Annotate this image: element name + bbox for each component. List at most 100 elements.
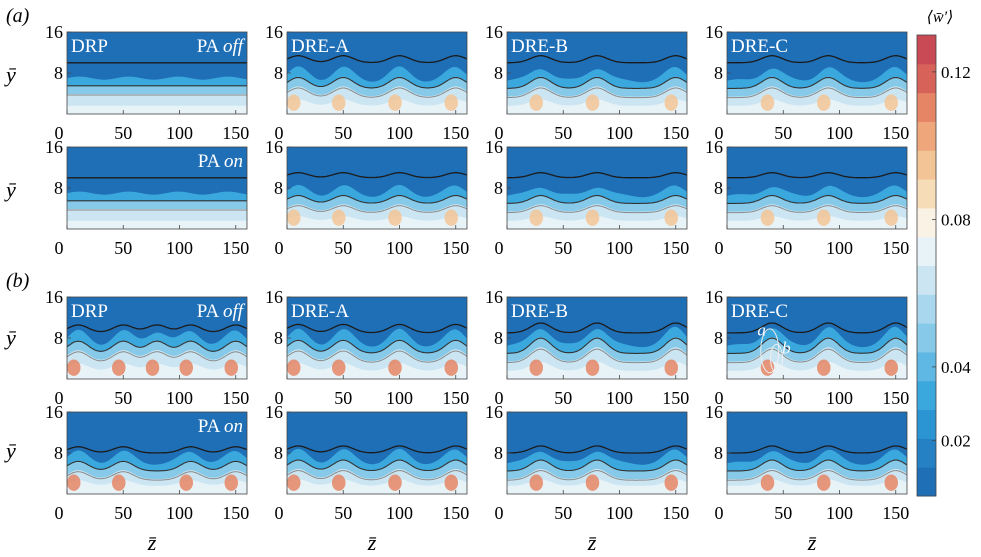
warm-streak	[585, 359, 600, 376]
lower-contour	[727, 194, 907, 204]
panel-field	[727, 297, 907, 379]
colorbar-label: ⟨w̄′⟩	[927, 9, 954, 26]
x-tick-label: 150	[662, 123, 689, 143]
x-tick-label: 0	[55, 503, 64, 523]
band-white	[67, 105, 247, 114]
x-tick-label: 100	[606, 123, 633, 143]
y-tick-label: 8	[54, 328, 63, 348]
upper-contour	[727, 322, 907, 334]
warm-streak	[444, 94, 458, 111]
colorbar-tick-label: 0.02	[941, 432, 971, 451]
x-tick-label: 50	[554, 238, 572, 258]
upper-contour	[67, 446, 247, 454]
panel-a-on-0: 8 16 0 50 100 150 PA on	[45, 137, 249, 258]
inner-contour	[507, 205, 687, 214]
colorbar-swatch	[917, 351, 936, 382]
x-tick-label: 100	[826, 503, 853, 523]
x-tick-label: 150	[442, 238, 469, 258]
x-tick-label: 0	[55, 238, 64, 258]
panel-field	[507, 297, 687, 379]
x-tick-label: 0	[715, 388, 724, 408]
x-tick-label: 100	[386, 238, 413, 258]
lower-contour	[287, 339, 467, 354]
panel-a-off-2: 8 16 0 50 100 150 DRE-B	[485, 22, 689, 143]
x-tick-label: 150	[662, 238, 689, 258]
warm-streak	[760, 474, 775, 491]
warm-streak	[388, 209, 402, 226]
x-tick-label: 50	[774, 123, 792, 143]
warm-streak	[332, 94, 346, 111]
colorbar-frame	[916, 34, 937, 497]
warm-streak	[388, 474, 402, 491]
y-tick-label: 16	[265, 22, 283, 42]
warm-streak	[388, 359, 402, 376]
x-tick-label: 0	[275, 238, 284, 258]
panel-field	[727, 32, 907, 114]
y-tick-label: 8	[274, 63, 283, 83]
inner-contour	[507, 348, 687, 364]
lower-contour	[287, 76, 467, 89]
annotation-ring-a	[760, 328, 780, 374]
warm-streak	[884, 474, 898, 491]
y-tick-label: 8	[494, 63, 503, 83]
lower-contour	[507, 76, 687, 89]
upper-contour	[287, 55, 467, 64]
lower-contour	[287, 194, 467, 204]
x-tick-label: 0	[55, 123, 64, 143]
warm-streak	[444, 359, 458, 376]
panel-field	[287, 147, 467, 229]
section-label-b: (b)	[6, 270, 30, 292]
x-tick-label: 50	[334, 123, 352, 143]
x-tick-label: 0	[495, 238, 504, 258]
inner-contour	[507, 87, 687, 99]
x-tick-label: 100	[606, 238, 633, 258]
y-tick-label: 16	[485, 402, 503, 422]
warm-streak	[179, 359, 193, 376]
lower-contour	[727, 337, 907, 354]
warm-streak	[529, 94, 543, 111]
inner-contour	[727, 87, 907, 99]
warm-streak	[760, 209, 775, 226]
x-tick-label: 150	[222, 238, 249, 258]
y-tick-label: 8	[274, 443, 283, 463]
y-tick-label: 8	[714, 178, 723, 198]
panel-field	[287, 412, 467, 494]
x-tick-label: 50	[554, 503, 572, 523]
band-white	[287, 479, 467, 494]
warm-streak	[664, 94, 678, 111]
inner-contour	[287, 205, 467, 213]
case-label: DRE-A	[291, 301, 349, 322]
lower-contour	[507, 194, 687, 204]
band-white	[287, 216, 467, 229]
panel-field	[67, 297, 247, 379]
y-tick-label: 16	[485, 22, 503, 42]
band-white	[67, 480, 247, 494]
x-tick-label: 100	[166, 123, 193, 143]
x-tick-label: 0	[495, 388, 504, 408]
upper-contour	[507, 322, 687, 334]
y-tick-label: 8	[714, 328, 723, 348]
x-tick-label: 100	[386, 123, 413, 143]
ylabel-row-1: ȳ	[4, 62, 17, 87]
panel-b-on-3: 8 16 0 50 100 150	[705, 402, 909, 523]
warm-streak	[287, 474, 301, 491]
band-white	[287, 363, 467, 379]
warm-streak	[67, 359, 81, 376]
x-tick-label: 100	[386, 388, 413, 408]
case-label: DRP	[71, 36, 108, 57]
colorbar-tick-label: 0.12	[941, 63, 971, 82]
x-tick-label: 100	[606, 503, 633, 523]
ylabel-row-4: ȳ	[4, 438, 17, 463]
upper-contour	[727, 172, 907, 179]
x-tick-label: 50	[774, 503, 792, 523]
warm-streak	[529, 474, 543, 491]
panel-a-on-1: 8 16 0 50 100 150	[265, 137, 469, 258]
x-tick-label: 50	[554, 388, 572, 408]
panel-field	[287, 297, 467, 379]
warm-streak	[817, 209, 831, 226]
warm-streak	[760, 94, 775, 111]
pa-label: PA off	[197, 301, 246, 322]
annotation-a: a	[757, 320, 766, 339]
colorbar-swatch	[917, 63, 936, 94]
inner-contour	[727, 205, 907, 214]
